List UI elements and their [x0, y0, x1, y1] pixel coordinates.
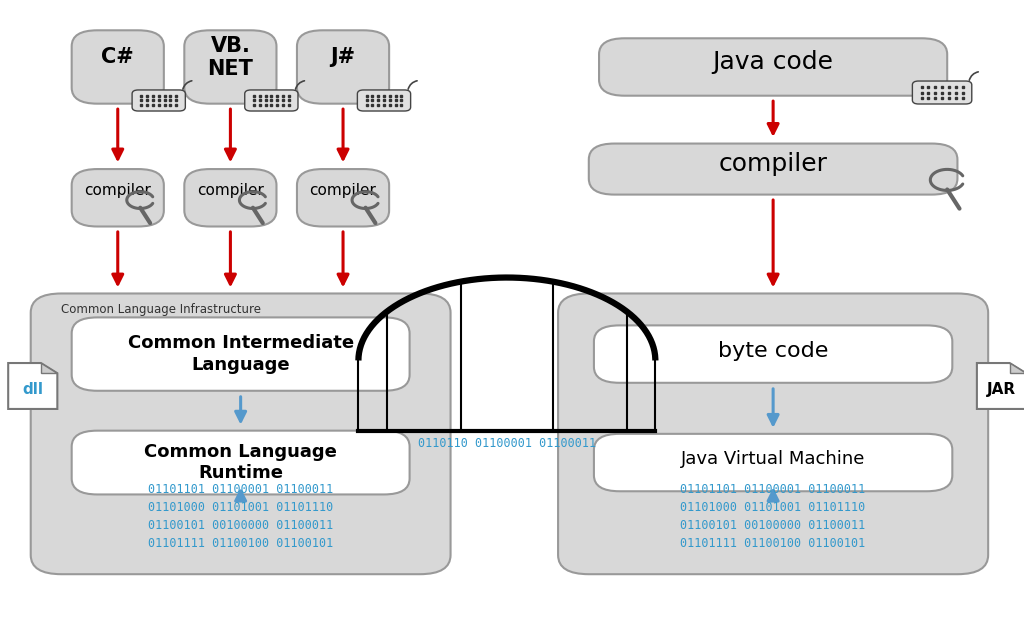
FancyBboxPatch shape [72, 30, 164, 103]
Text: C#: C# [101, 47, 134, 68]
Text: Java Virtual Machine: Java Virtual Machine [681, 450, 865, 468]
Text: 0110110 01100001 01100011: 0110110 01100001 01100011 [418, 437, 596, 450]
FancyBboxPatch shape [357, 90, 411, 111]
Text: VB.
NET: VB. NET [208, 36, 253, 78]
Text: Java code: Java code [713, 50, 834, 74]
Text: Common Intermediate
Language: Common Intermediate Language [128, 334, 353, 374]
FancyBboxPatch shape [184, 30, 276, 103]
Polygon shape [41, 363, 57, 373]
Text: byte code: byte code [718, 341, 828, 361]
FancyBboxPatch shape [594, 434, 952, 491]
FancyBboxPatch shape [72, 317, 410, 390]
Text: compiler: compiler [309, 182, 377, 198]
FancyBboxPatch shape [72, 169, 164, 226]
FancyBboxPatch shape [912, 81, 972, 104]
FancyBboxPatch shape [72, 431, 410, 494]
Text: compiler: compiler [719, 152, 827, 176]
Text: compiler: compiler [197, 182, 264, 198]
Text: 01101101 01100001 01100011
01101000 01101001 01101110
01100101 00100000 01100011: 01101101 01100001 01100011 01101000 0110… [148, 483, 333, 551]
Text: Common Language
Runtime: Common Language Runtime [144, 443, 337, 482]
FancyBboxPatch shape [558, 293, 988, 574]
FancyBboxPatch shape [594, 325, 952, 383]
Text: 01101101 01100001 01100011
01101000 01101001 01101110
01100101 00100000 01100011: 01101101 01100001 01100011 01101000 0110… [681, 483, 865, 551]
Text: Common Language Infrastructure: Common Language Infrastructure [61, 303, 261, 316]
FancyBboxPatch shape [599, 38, 947, 96]
FancyBboxPatch shape [245, 90, 298, 111]
Polygon shape [1010, 363, 1024, 373]
Text: dll: dll [23, 382, 43, 397]
Polygon shape [977, 363, 1024, 409]
FancyBboxPatch shape [297, 169, 389, 226]
FancyBboxPatch shape [31, 293, 451, 574]
Text: J#: J# [331, 47, 355, 68]
FancyBboxPatch shape [132, 90, 185, 111]
FancyBboxPatch shape [297, 30, 389, 103]
Text: compiler: compiler [84, 182, 152, 198]
Text: JAR: JAR [987, 382, 1016, 397]
Polygon shape [8, 363, 57, 409]
FancyBboxPatch shape [589, 144, 957, 195]
FancyBboxPatch shape [184, 169, 276, 226]
